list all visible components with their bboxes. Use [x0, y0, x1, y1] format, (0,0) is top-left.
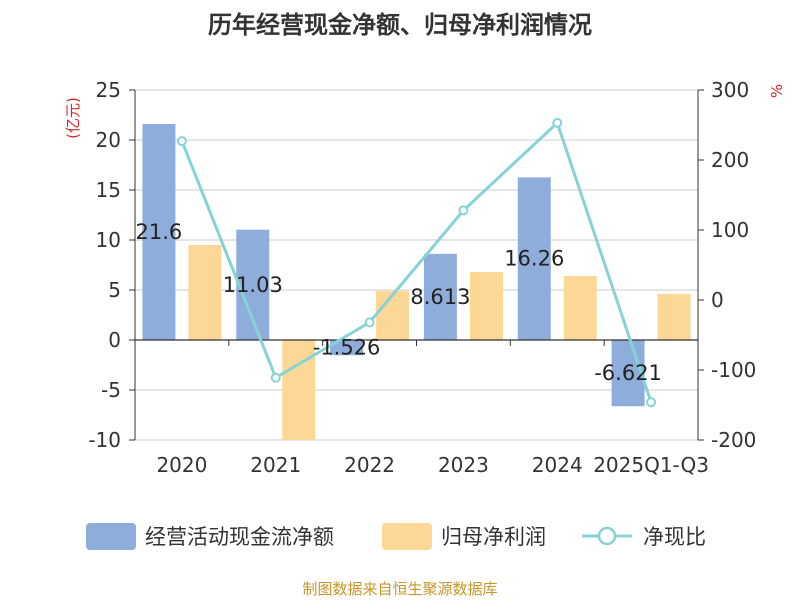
x-tick-label: 2020: [156, 453, 207, 477]
left-tick-label: 25: [96, 78, 121, 102]
bar: [188, 245, 222, 340]
bar-value-label: -6.621: [594, 361, 662, 385]
left-tick-label: -5: [101, 378, 121, 402]
ratio-point: [270, 372, 281, 383]
right-tick-label: 200: [711, 148, 749, 172]
left-tick-label: 5: [108, 278, 121, 302]
axes: [129, 89, 704, 441]
right-tick-label: -200: [711, 428, 756, 452]
bar: [563, 276, 597, 340]
left-tick-label: 0: [108, 328, 121, 352]
legend-label-profit: 归母净利润: [441, 525, 546, 549]
ratio-point: [176, 136, 187, 147]
source-note: 制图数据来自恒生聚源数据库: [302, 580, 497, 598]
right-tick-label: -100: [711, 358, 756, 382]
legend-label-cashflow: 经营活动现金流净额: [145, 525, 334, 549]
bar-value-label: 16.26: [504, 247, 564, 271]
bar: [282, 340, 316, 440]
ratio-line: [180, 120, 653, 403]
x-tick-label: 2025Q1-Q3: [593, 453, 709, 477]
right-tick-label: 0: [711, 288, 724, 312]
bar-value-label: -1.526: [313, 336, 381, 360]
bar: [330, 340, 364, 356]
left-tick-label: 20: [96, 128, 121, 152]
legend-swatch-profit: [382, 523, 432, 550]
chart-title: 历年经营现金净额、归母净利润情况: [208, 11, 592, 39]
left-tick-label: 10: [96, 228, 121, 252]
bar-value-label: 11.03: [223, 273, 283, 297]
legend: 经营活动现金流净额 归母净利润 净现比: [86, 523, 706, 550]
right-axis-unit: %: [768, 84, 786, 98]
data-labels: 21.6 11.03 -1.526 8.613 16.26 -6.621: [136, 220, 662, 385]
line-layer: [176, 117, 657, 408]
left-tick-label: 15: [96, 178, 121, 202]
bar-value-label: 8.613: [410, 285, 470, 309]
ratio-point: [552, 117, 563, 128]
left-tick-label: -10: [88, 428, 121, 452]
right-tick-label: 300: [711, 78, 749, 102]
bar: [142, 124, 176, 340]
bar-value-label: 21.6: [136, 220, 183, 244]
ratio-point: [364, 317, 375, 328]
legend-swatch-cashflow: [86, 523, 136, 550]
legend-label-ratio: 净现比: [643, 525, 706, 549]
x-tick-label: 2021: [250, 453, 301, 477]
bar: [657, 294, 691, 340]
ratio-point: [458, 205, 469, 216]
grid-lines: [135, 89, 698, 441]
bar: [423, 253, 457, 340]
ratio-point: [646, 397, 657, 408]
tick-labels: -10 -5 0 5 10 15 20 25 -200 -100 0 100 200 300 2020 202…: [88, 78, 756, 477]
x-tick-label: 2023: [438, 453, 489, 477]
legend-marker-ratio: [597, 526, 617, 546]
bar: [611, 340, 645, 407]
right-tick-label: 100: [711, 218, 749, 242]
bar: [469, 272, 503, 340]
x-tick-label: 2024: [532, 453, 583, 477]
left-axis-unit: (亿元): [64, 97, 82, 139]
x-tick-label: 2022: [344, 453, 395, 477]
bar: [376, 291, 410, 340]
bar: [517, 177, 551, 340]
